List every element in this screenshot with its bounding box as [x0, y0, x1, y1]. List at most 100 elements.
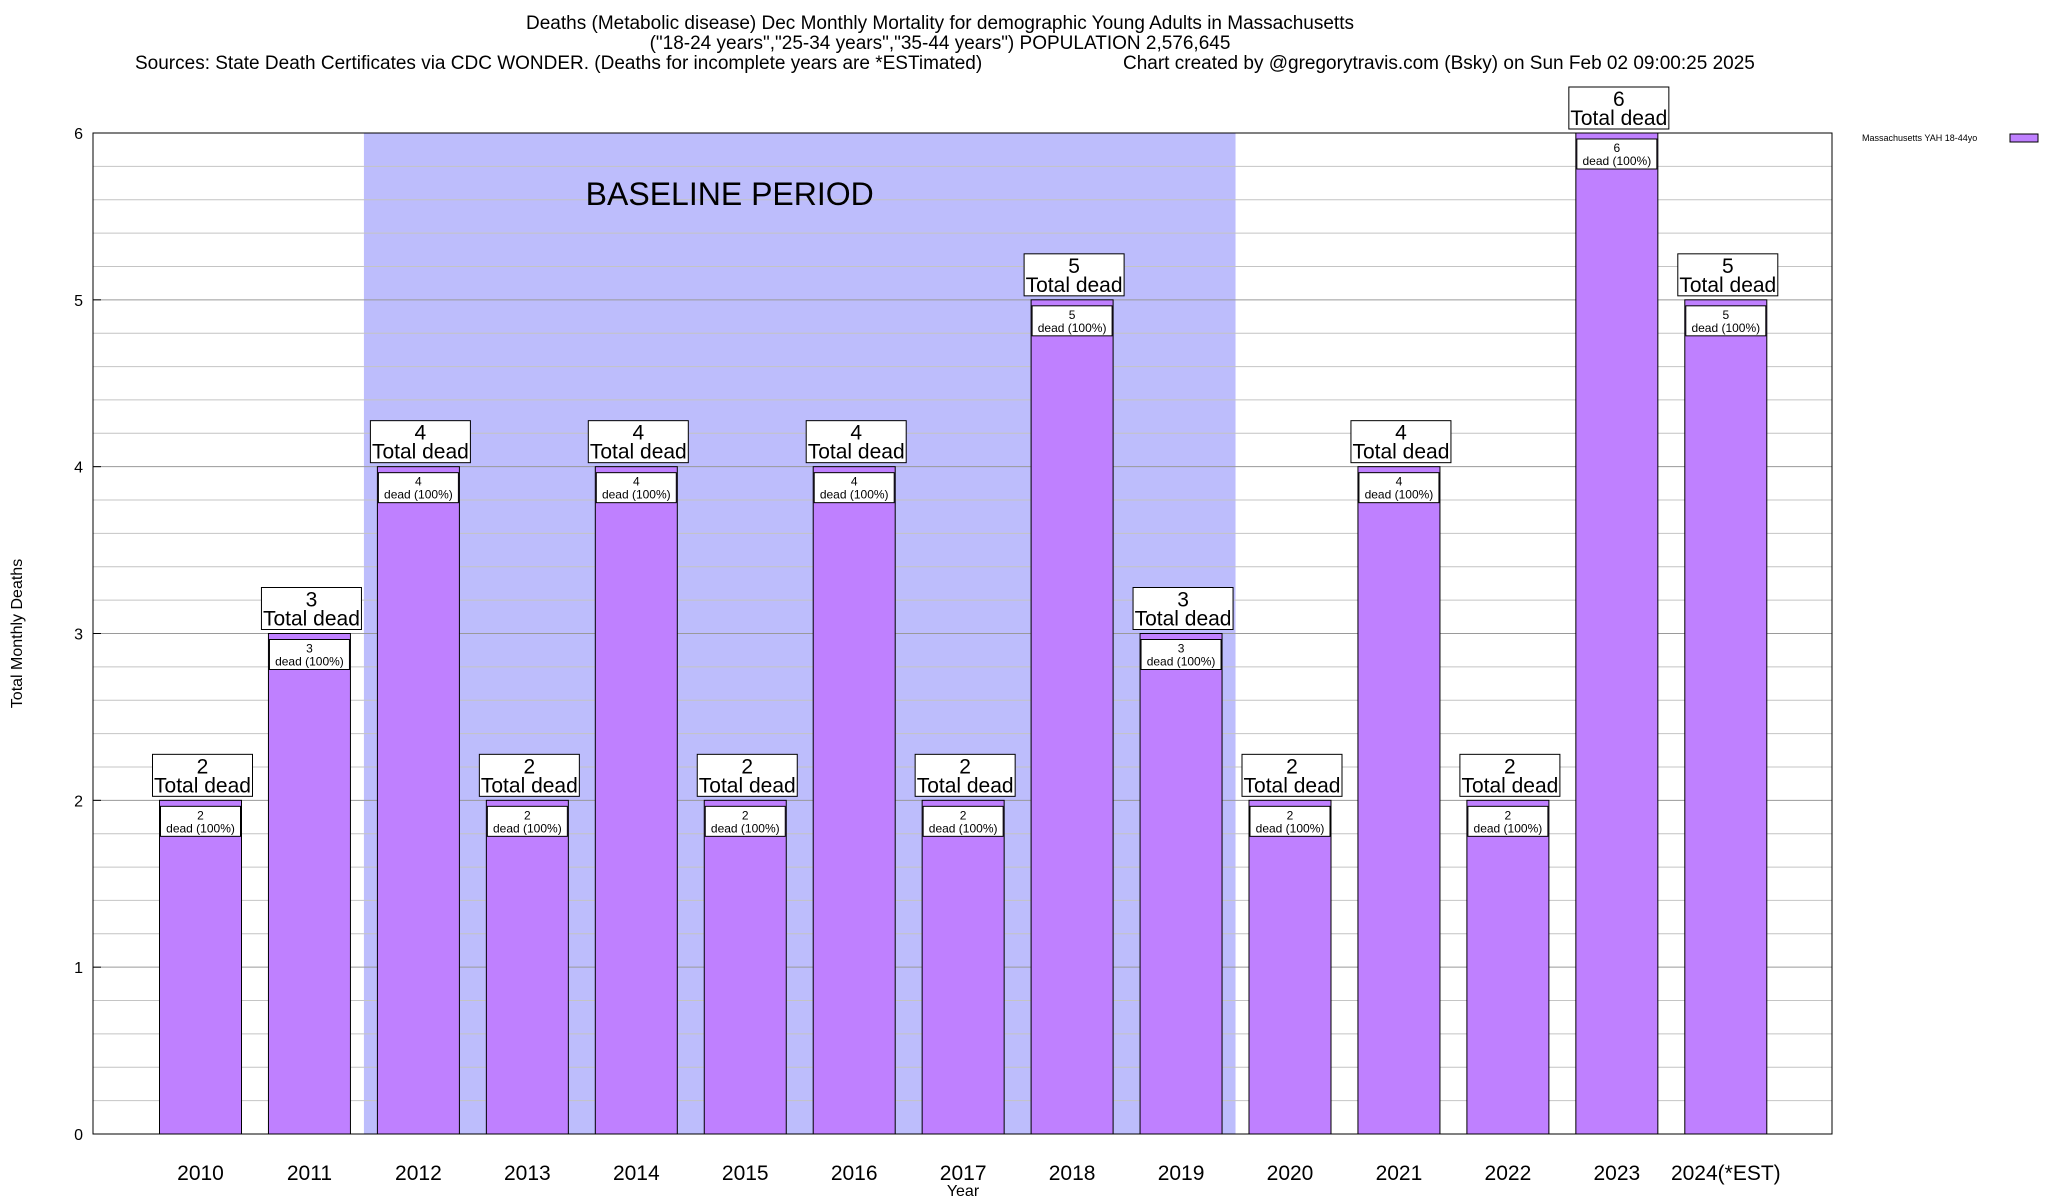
legend-layer: Massachusetts YAH 18-44yo: [1862, 133, 2039, 143]
total-label-value: 3: [1177, 589, 1189, 612]
bars-layer: [159, 132, 1768, 1135]
x-tick-label: 2020: [1267, 1162, 1314, 1185]
inner-label-box: [1249, 805, 1331, 837]
inner-label-count: 4: [633, 475, 640, 489]
inner-label-percent: dead (100%): [929, 821, 998, 835]
inner-label-count: 2: [197, 808, 204, 822]
inner-label-count: 3: [306, 642, 313, 656]
y-tick-label: 4: [74, 460, 83, 477]
total-label-text: Total dead: [154, 774, 251, 797]
total-label-value: 4: [850, 422, 862, 445]
inner-label-count: 3: [1178, 642, 1185, 656]
inner-label-percent: dead (100%): [1256, 821, 1325, 835]
chart-sources: Sources: State Death Certificates via CD…: [135, 53, 983, 74]
chart-title: Deaths (Metabolic disease) Dec Monthly M…: [526, 13, 1354, 34]
bar: [1248, 799, 1332, 1135]
bar: [594, 466, 678, 1135]
total-label-value: 3: [306, 589, 318, 612]
inner-label-box: [1467, 805, 1549, 837]
total-label-text: Total dead: [1352, 441, 1449, 464]
bar: [1139, 633, 1223, 1135]
inner-label-percent: dead (100%): [1691, 321, 1760, 335]
total-label-value: 4: [632, 422, 644, 445]
x-tick-label: 2024(*EST): [1671, 1162, 1781, 1185]
total-label-text: Total dead: [590, 441, 687, 464]
total-label-value: 2: [959, 755, 971, 778]
inner-label-percent: dead (100%): [1474, 821, 1543, 835]
inner-label-count: 4: [415, 475, 422, 489]
inner-label-box: [268, 639, 350, 670]
baseline-label: BASELINE PERIOD: [586, 176, 874, 212]
legend-swatch: [2009, 133, 2039, 143]
inner-label-box: [1576, 138, 1658, 170]
total-label-text: Total dead: [1679, 274, 1776, 297]
bar: [267, 633, 351, 1135]
inner-label-count: 2: [524, 808, 531, 822]
inner-label-box: [486, 805, 568, 837]
total-label-text: Total dead: [481, 774, 578, 797]
inner-label-percent: dead (100%): [602, 488, 671, 502]
total-label-box: [1241, 753, 1343, 797]
inner-label-percent: dead (100%): [1582, 154, 1651, 168]
x-tick-label: 2013: [504, 1162, 551, 1185]
total-label-value: 4: [1395, 422, 1407, 445]
inner-label-box: [1358, 472, 1440, 504]
total-label-value: 2: [524, 755, 536, 778]
total-label-value: 6: [1613, 88, 1625, 111]
bar: [1684, 299, 1768, 1135]
bar: [1466, 799, 1550, 1135]
y-tick-label: 6: [74, 126, 83, 143]
total-label-box: [587, 420, 689, 464]
total-label-box: [478, 753, 580, 797]
bar: [1575, 132, 1659, 1135]
total-label-text: Total dead: [699, 774, 796, 797]
inner-label-percent: dead (100%): [1038, 321, 1107, 335]
inner-label-percent: dead (100%): [711, 821, 780, 835]
total-label-box: [152, 753, 253, 797]
inner-label-count: 4: [1396, 475, 1403, 489]
inner-label-box: [1685, 305, 1767, 337]
total-label-box: [914, 753, 1016, 797]
total-label-text: Total dead: [917, 774, 1014, 797]
x-tick-label: 2010: [177, 1162, 224, 1185]
total-label-box: [1677, 253, 1779, 297]
inner-label-percent: dead (100%): [384, 488, 453, 502]
inner-label-count: 5: [1722, 308, 1729, 322]
x-tick-label: 2016: [831, 1162, 878, 1185]
legend-label: Massachusetts YAH 18-44yo: [1862, 133, 1977, 143]
total-label-box: [805, 420, 907, 464]
bar: [1030, 299, 1114, 1135]
total-label-text: Total dead: [1244, 774, 1341, 797]
x-tick-label: 2021: [1376, 1162, 1423, 1185]
inner-label-box: [1140, 639, 1222, 670]
y-tick-label: 2: [74, 793, 83, 810]
bar: [921, 799, 1005, 1135]
bar: [1357, 466, 1441, 1135]
y-tick-label: 5: [74, 293, 83, 310]
x-tick-label: 2014: [613, 1162, 660, 1185]
inner-label-count: 2: [1287, 808, 1294, 822]
total-label-text: Total dead: [1135, 608, 1232, 631]
bar: [376, 466, 460, 1135]
x-tick-label: 2017: [940, 1162, 987, 1185]
x-tick-label: 2022: [1485, 1162, 1532, 1185]
axis-layer: 0 1 2 3 4 5 6 Total Monthly Deaths Year: [9, 126, 980, 1200]
total-label-box: [369, 420, 471, 464]
inner-label-percent: dead (100%): [493, 821, 562, 835]
bar: [703, 799, 787, 1135]
x-tick-label: 2012: [395, 1162, 442, 1185]
inner-label-box: [704, 805, 786, 837]
inner-label-percent: dead (100%): [275, 655, 344, 669]
total-label-box: [260, 587, 362, 630]
total-label-text: Total dead: [1570, 107, 1667, 130]
y-tick-label: 1: [74, 960, 83, 977]
total-label-text: Total dead: [263, 608, 360, 631]
inner-label-count: 2: [1505, 808, 1512, 822]
total-label-text: Total dead: [1026, 274, 1123, 297]
total-label-value: 5: [1068, 255, 1080, 278]
total-label-box: [1459, 753, 1561, 797]
total-label-box: [1350, 420, 1452, 464]
bar: [812, 466, 896, 1135]
chart-subtitle: ("18-24 years","25-34 years","35-44 year…: [649, 33, 1231, 54]
